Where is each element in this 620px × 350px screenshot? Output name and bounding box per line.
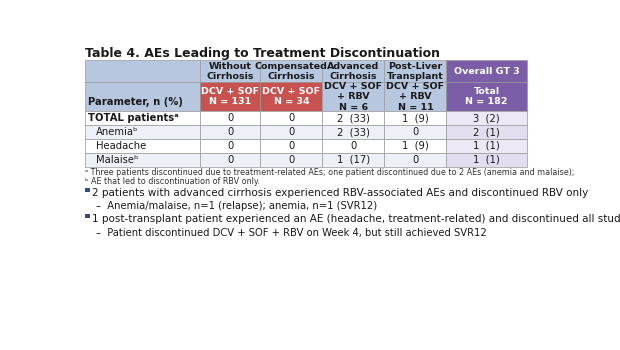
Bar [260, 82, 322, 111]
Text: 1  (1): 1 (1) [473, 141, 500, 151]
Bar [86, 153, 200, 167]
Bar [200, 139, 260, 153]
Text: 0: 0 [227, 127, 233, 137]
Text: Total
N = 182: Total N = 182 [466, 87, 508, 106]
Bar [384, 139, 446, 153]
Text: 0: 0 [227, 113, 233, 123]
Bar [384, 153, 446, 167]
Bar [200, 153, 260, 167]
Text: 0: 0 [350, 141, 356, 151]
Bar [260, 61, 322, 82]
Bar [86, 82, 200, 111]
Bar [86, 139, 200, 153]
Text: 2  (1): 2 (1) [473, 127, 500, 137]
Text: 0: 0 [227, 155, 233, 165]
Bar [446, 82, 527, 111]
Text: Table 4. AEs Leading to Treatment Discontinuation: Table 4. AEs Leading to Treatment Discon… [86, 47, 440, 60]
Text: 2  (33): 2 (33) [337, 127, 370, 137]
Bar [86, 111, 200, 125]
Bar [200, 125, 260, 139]
Text: Malaiseᵇ: Malaiseᵇ [96, 155, 138, 165]
Bar [200, 61, 260, 82]
Text: Post-Liver
Transplant: Post-Liver Transplant [387, 62, 444, 81]
Text: Overall GT 3: Overall GT 3 [454, 67, 520, 76]
Bar [86, 188, 89, 192]
Text: 3  (2): 3 (2) [474, 113, 500, 123]
Bar [260, 111, 322, 125]
Bar [260, 153, 322, 167]
Bar [384, 82, 446, 111]
Text: DCV + SOF
N = 34: DCV + SOF N = 34 [262, 87, 321, 106]
Bar [322, 125, 384, 139]
Bar [384, 61, 446, 82]
Text: TOTAL patientsᵃ: TOTAL patientsᵃ [88, 113, 179, 123]
Text: –  Anemia/malaise, n=1 (relapse); anemia, n=1 (SVR12): – Anemia/malaise, n=1 (relapse); anemia,… [96, 201, 377, 211]
Bar [322, 82, 384, 111]
Text: Headache: Headache [96, 141, 146, 151]
Bar [446, 61, 527, 82]
Text: 0: 0 [227, 141, 233, 151]
Text: Without
Cirrhosis: Without Cirrhosis [206, 62, 254, 81]
Text: Parameter, n (%): Parameter, n (%) [88, 97, 184, 107]
Bar [384, 111, 446, 125]
Bar [446, 139, 527, 153]
Bar [86, 61, 200, 82]
Text: ᵃ Three patients discontinued due to treatment-related AEs; one patient disconti: ᵃ Three patients discontinued due to tre… [86, 168, 575, 177]
Text: ᵇ AE that led to discontinuation of RBV only.: ᵇ AE that led to discontinuation of RBV … [86, 177, 260, 186]
Text: 0: 0 [288, 141, 294, 151]
Text: 0: 0 [412, 127, 418, 137]
Text: Advanced
Cirrhosis: Advanced Cirrhosis [327, 62, 379, 81]
Text: 1  (17): 1 (17) [337, 155, 370, 165]
Text: 1  (9): 1 (9) [402, 141, 429, 151]
Text: DCV + SOF
+ RBV
N = 6: DCV + SOF + RBV N = 6 [324, 82, 383, 112]
Bar [200, 82, 260, 111]
Bar [446, 111, 527, 125]
Bar [322, 139, 384, 153]
Text: DCV + SOF
N = 131: DCV + SOF N = 131 [201, 87, 259, 106]
Bar [260, 139, 322, 153]
Text: 1  (9): 1 (9) [402, 113, 429, 123]
Bar [446, 125, 527, 139]
Text: 2  (33): 2 (33) [337, 113, 370, 123]
Bar [322, 61, 384, 82]
Text: Anemiaᵇ: Anemiaᵇ [96, 127, 138, 137]
Text: 1  (1): 1 (1) [473, 155, 500, 165]
Bar [86, 214, 89, 218]
Bar [322, 153, 384, 167]
Text: 0: 0 [412, 155, 418, 165]
Text: DCV + SOF
+ RBV
N = 11: DCV + SOF + RBV N = 11 [386, 82, 445, 112]
Bar [260, 125, 322, 139]
Text: 2 patients with advanced cirrhosis experienced RBV-associated AEs and discontinu: 2 patients with advanced cirrhosis exper… [92, 188, 588, 197]
Text: 0: 0 [288, 127, 294, 137]
Bar [86, 125, 200, 139]
Text: 0: 0 [288, 113, 294, 123]
Bar [446, 153, 527, 167]
Text: –  Patient discontinued DCV + SOF + RBV on Week 4, but still achieved SVR12: – Patient discontinued DCV + SOF + RBV o… [96, 228, 487, 238]
Bar [200, 111, 260, 125]
Text: 0: 0 [288, 155, 294, 165]
Text: Compensated
Cirrhosis: Compensated Cirrhosis [255, 62, 328, 81]
Text: 1 post-transplant patient experienced an AE (headache, treatment-related) and di: 1 post-transplant patient experienced an… [92, 214, 620, 224]
Bar [384, 125, 446, 139]
Bar [322, 111, 384, 125]
